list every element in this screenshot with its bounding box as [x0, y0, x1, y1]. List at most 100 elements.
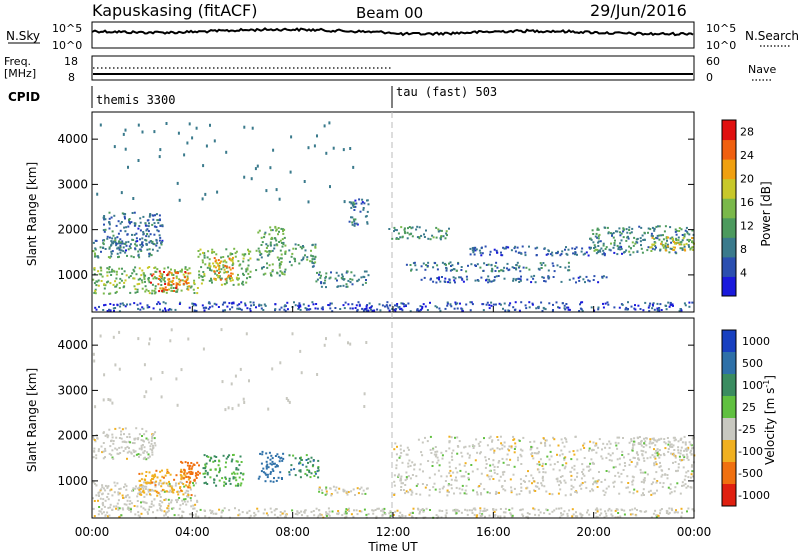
sporadic-cell	[92, 352, 95, 356]
power-colorbar-tick: 28	[740, 126, 754, 139]
data-cell	[103, 215, 106, 217]
data-cell	[555, 252, 558, 255]
data-cell	[485, 463, 488, 465]
data-cell	[360, 510, 363, 513]
data-cell	[454, 281, 456, 284]
data-cell	[435, 226, 438, 229]
data-cell	[674, 228, 677, 231]
data-cell	[548, 302, 551, 305]
data-cell	[683, 233, 686, 236]
data-cell	[438, 276, 441, 279]
data-cell	[220, 268, 223, 271]
data-cell	[220, 515, 223, 518]
data-cell	[537, 514, 540, 517]
sporadic-cell	[251, 126, 254, 130]
data-cell	[219, 277, 222, 280]
data-cell	[350, 216, 352, 219]
data-cell	[410, 268, 413, 271]
data-cell	[543, 512, 546, 515]
data-cell	[237, 283, 240, 286]
data-cell	[320, 274, 322, 277]
data-cell	[131, 272, 134, 275]
data-cell	[99, 246, 102, 249]
data-cell	[222, 266, 225, 269]
data-cell	[242, 260, 245, 263]
data-cell	[120, 241, 123, 244]
sporadic-cell	[278, 197, 281, 201]
data-cell	[500, 254, 503, 257]
data-cell	[505, 458, 508, 461]
data-cell	[494, 265, 497, 268]
data-cell	[197, 473, 199, 476]
data-cell	[187, 461, 189, 464]
data-cell	[164, 498, 167, 501]
data-cell	[444, 515, 447, 518]
data-cell	[172, 491, 175, 494]
data-cell	[608, 459, 611, 462]
data-cell	[264, 480, 267, 483]
data-cell	[669, 237, 672, 240]
data-cell	[596, 516, 599, 518]
data-cell	[120, 242, 123, 245]
data-cell	[545, 508, 548, 511]
data-cell	[288, 260, 291, 263]
data-cell	[383, 507, 386, 510]
data-cell	[486, 474, 489, 477]
data-cell	[141, 472, 144, 475]
data-cell	[216, 269, 219, 272]
data-cell	[162, 301, 165, 304]
data-cell	[137, 437, 140, 440]
data-cell	[572, 486, 575, 489]
data-cell	[231, 267, 234, 270]
data-cell	[544, 308, 547, 311]
data-cell	[235, 250, 238, 253]
data-cell	[471, 303, 474, 306]
data-cell	[598, 514, 601, 517]
data-cell	[603, 226, 606, 229]
data-cell	[266, 262, 268, 265]
sporadic-cell	[363, 392, 366, 396]
data-cell	[171, 279, 174, 282]
data-cell	[671, 238, 674, 240]
data-cell	[236, 278, 239, 281]
data-cell	[106, 274, 109, 277]
data-cell	[452, 509, 455, 512]
data-cell	[448, 227, 450, 230]
data-cell	[305, 465, 308, 468]
data-cell	[441, 276, 443, 278]
data-cell	[460, 475, 463, 478]
data-cell	[461, 455, 464, 458]
velocity-colorbar-tick: 1000	[742, 335, 770, 348]
data-cell	[436, 456, 439, 459]
data-cell	[473, 507, 476, 510]
data-cell	[254, 513, 257, 516]
data-cell	[271, 270, 274, 273]
data-cell	[279, 257, 282, 260]
data-cell	[156, 491, 159, 494]
data-cell	[662, 246, 665, 249]
data-cell	[330, 302, 333, 305]
data-cell	[140, 250, 143, 252]
data-cell	[335, 486, 338, 489]
data-cell	[182, 498, 185, 501]
data-cell	[434, 446, 437, 448]
data-cell	[519, 448, 522, 451]
data-cell	[541, 477, 544, 480]
data-cell	[535, 254, 538, 256]
data-cell	[304, 509, 307, 512]
data-cell	[458, 487, 461, 490]
data-cell	[204, 472, 207, 475]
data-cell	[231, 301, 234, 304]
data-cell	[147, 456, 150, 459]
data-cell	[664, 473, 667, 476]
data-cell	[124, 279, 127, 282]
data-cell	[281, 238, 284, 241]
data-cell	[103, 239, 106, 242]
data-cell	[501, 447, 504, 450]
data-cell	[235, 460, 238, 463]
data-cell	[401, 302, 404, 305]
data-cell	[623, 251, 626, 253]
data-cell	[356, 308, 359, 311]
data-cell	[201, 261, 204, 264]
data-cell	[207, 302, 210, 305]
